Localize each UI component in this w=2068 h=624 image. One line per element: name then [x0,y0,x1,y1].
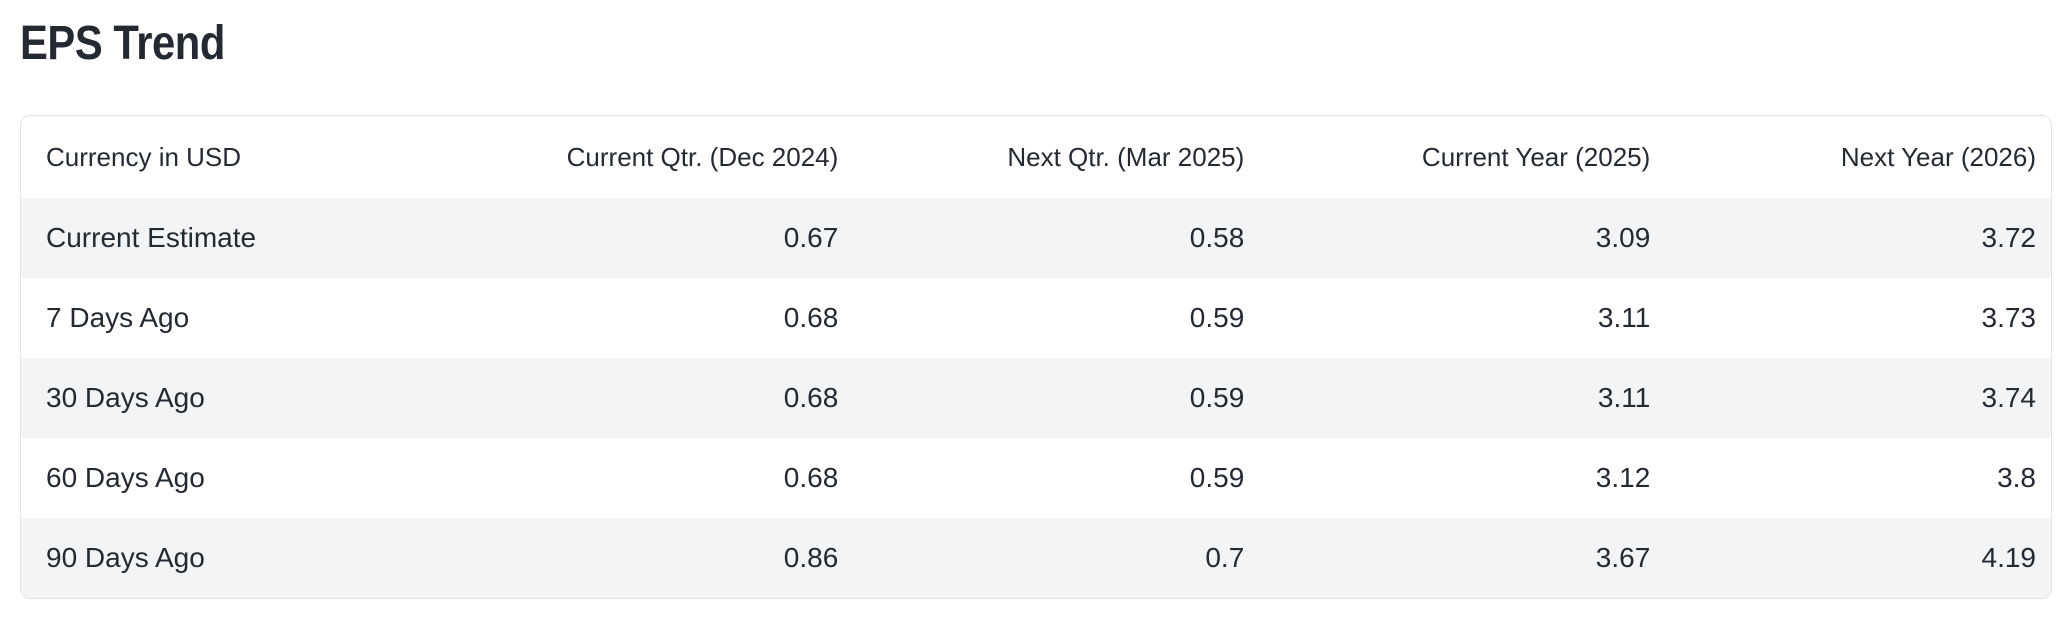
cell-value: 3.72 [1981,222,2037,254]
cell-value: 0.59 [1189,302,1245,334]
column-header-next-qtr: Next Qtr. (Mar 2025) [1007,141,1245,172]
cell-value: 3.09 [1595,222,1651,254]
cell-value: 0.68 [783,382,839,414]
table-body: Current Estimate 0.67 0.58 3.09 3.72 7 D… [21,198,2051,599]
cell-value: 3.8 [1997,462,2036,494]
row-label: 90 Days Ago [46,542,205,574]
row-label: 30 Days Ago [46,382,205,414]
row-label: Current Estimate [46,222,257,254]
cell-value: 0.59 [1189,382,1245,414]
cell-value: 3.11 [1597,302,1651,334]
table-row-7-days-ago: 7 Days Ago 0.68 0.59 3.11 3.73 [21,278,2051,359]
header-row: Currency in USD Current Qtr. (Dec 2024) … [21,116,2051,199]
cell-value: 4.19 [1981,542,2037,574]
table-header: Currency in USD Current Qtr. (Dec 2024) … [21,116,2051,199]
row-label: 60 Days Ago [46,462,205,494]
table-row-90-days-ago: 90 Days Ago 0.86 0.7 3.67 4.19 [21,518,2051,599]
eps-trend-table: Currency in USD Current Qtr. (Dec 2024) … [21,116,2051,599]
column-header-next-year: Next Year (2026) [1840,141,2036,172]
cell-value: 0.58 [1189,222,1245,254]
table-row-current-estimate: Current Estimate 0.67 0.58 3.09 3.72 [21,198,2051,279]
cell-value: 0.86 [783,542,839,574]
cell-value: 0.68 [783,462,839,494]
table-row-30-days-ago: 30 Days Ago 0.68 0.59 3.11 3.74 [21,358,2051,439]
column-header-currency: Currency in USD [46,141,242,172]
table-row-60-days-ago: 60 Days Ago 0.68 0.59 3.12 3.8 [21,438,2051,519]
cell-value: 3.74 [1981,382,2037,414]
cell-value: 3.73 [1981,302,2037,334]
row-label: 7 Days Ago [46,302,190,334]
cell-value: 0.68 [783,302,839,334]
cell-value: 0.7 [1205,542,1245,574]
cell-value: 3.11 [1597,382,1651,414]
section-title: EPS Trend [20,17,225,70]
cell-value: 0.67 [783,222,839,254]
eps-trend-section: EPS Trend Currency in USD Current Qtr. (… [0,16,2068,600]
cell-value: 3.67 [1595,542,1651,574]
cell-value: 3.12 [1595,462,1651,494]
column-header-current-year: Current Year (2025) [1421,141,1651,172]
eps-trend-table-card: Currency in USD Current Qtr. (Dec 2024) … [20,115,2052,600]
column-header-current-qtr: Current Qtr. (Dec 2024) [566,141,839,172]
cell-value: 0.59 [1189,462,1245,494]
